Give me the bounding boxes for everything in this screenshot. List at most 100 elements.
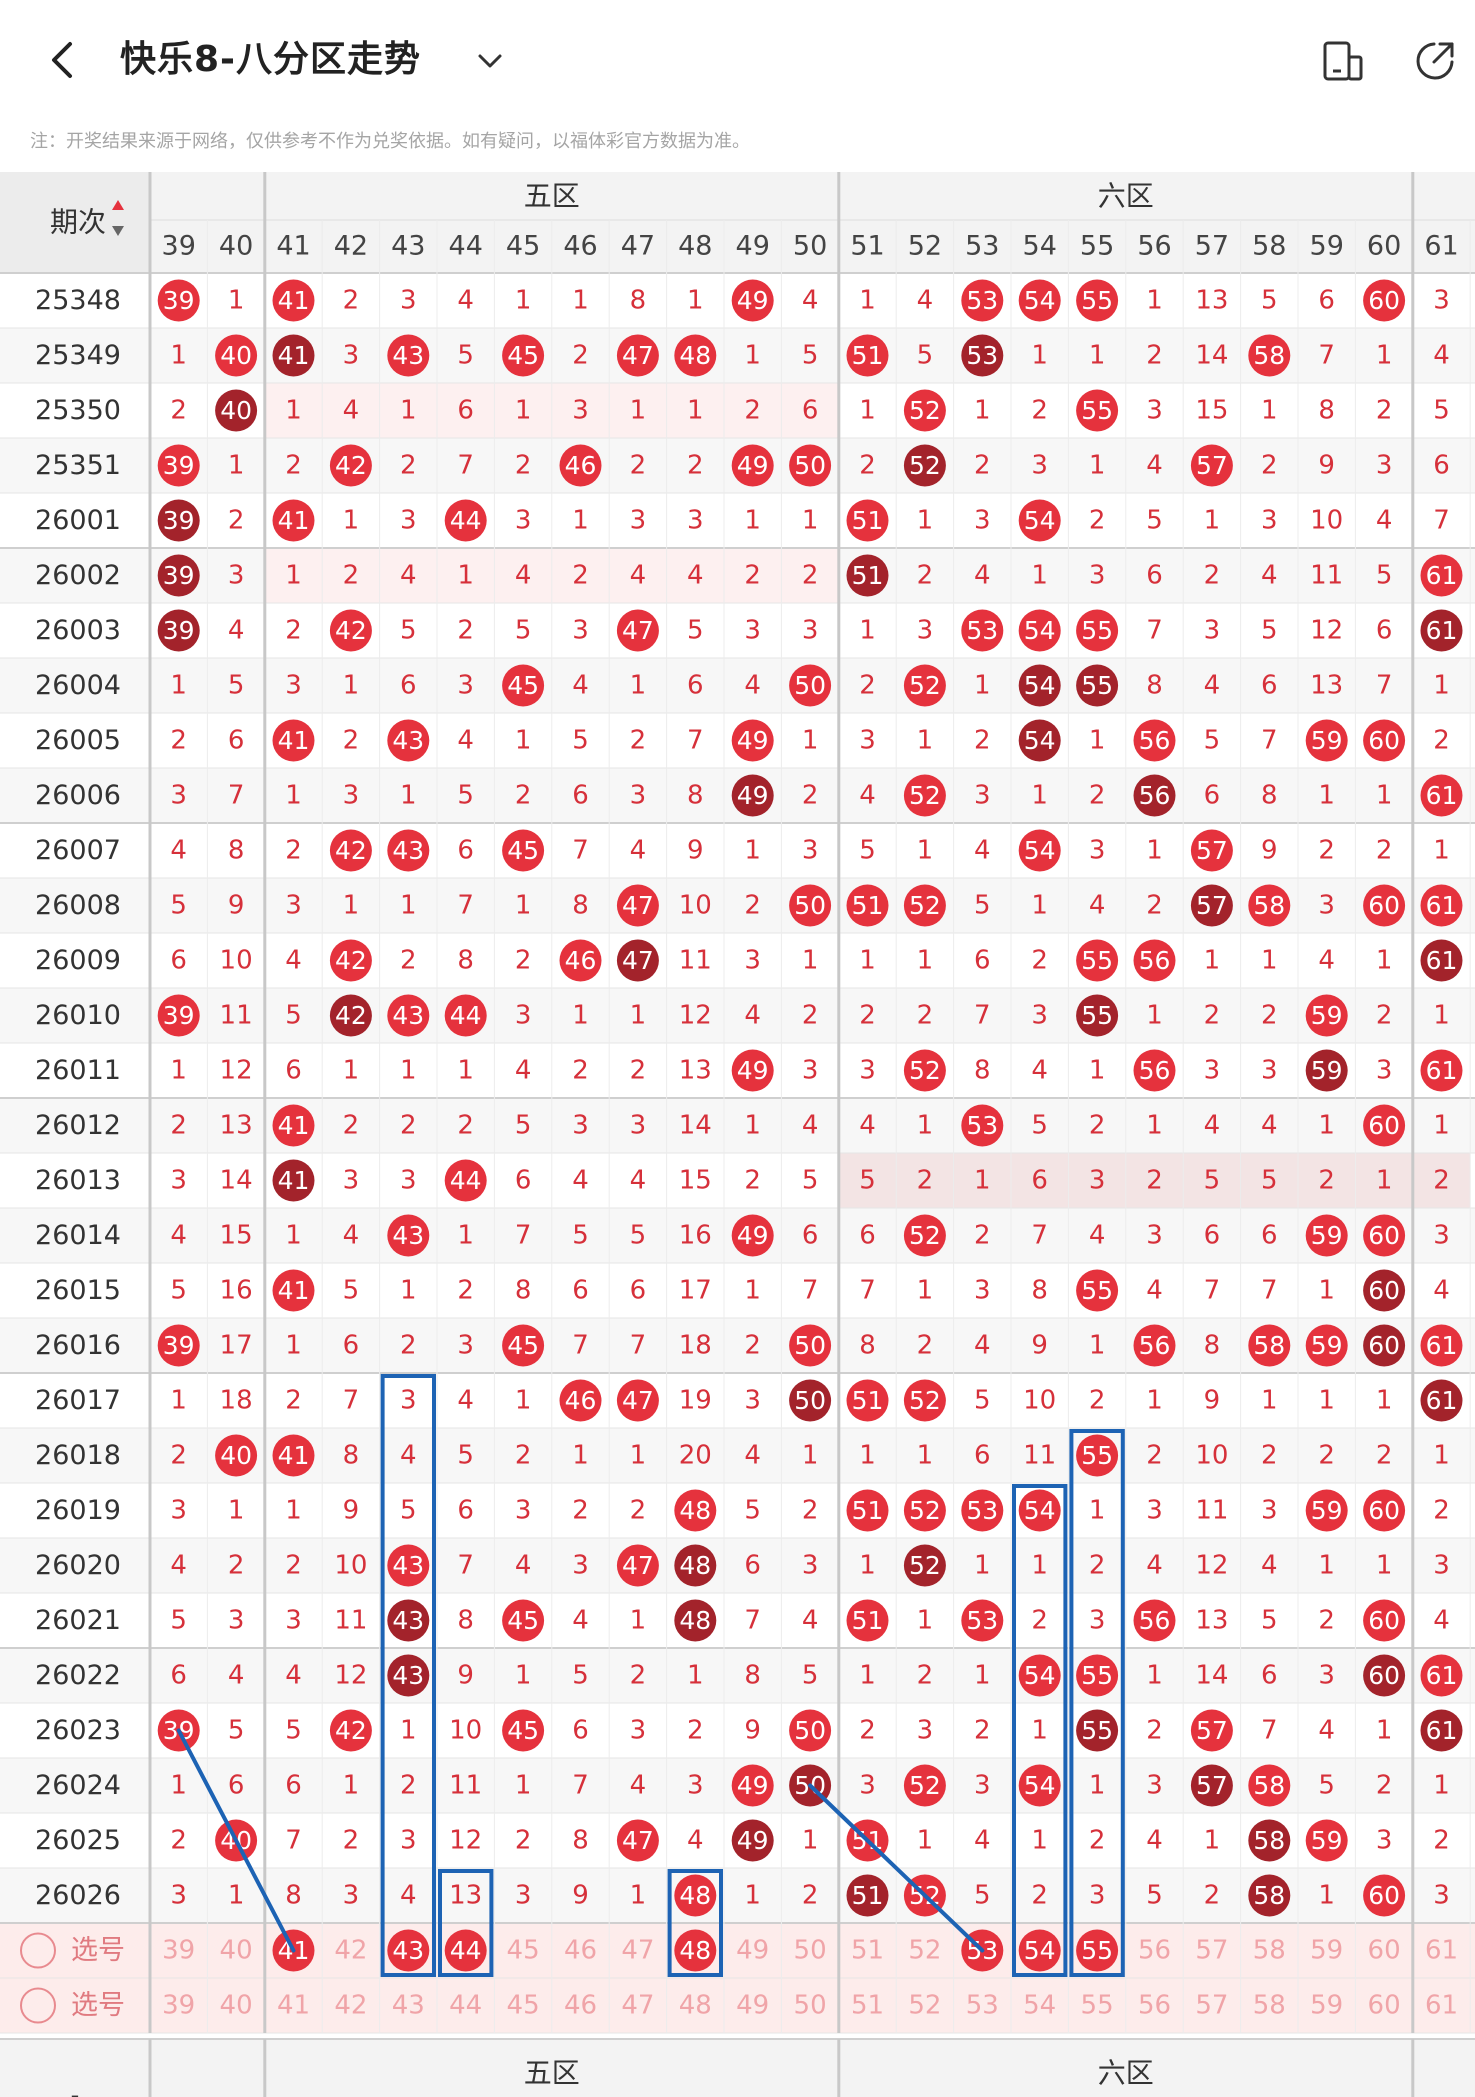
- miss-count: 7: [515, 1221, 532, 1251]
- share-button[interactable]: [1410, 34, 1462, 86]
- miss-count: 2: [1089, 1386, 1106, 1416]
- draw-ball: [1018, 499, 1061, 542]
- ball-number: 45: [507, 1331, 539, 1360]
- back-button[interactable]: [38, 28, 88, 92]
- miss-count: 9: [343, 1496, 360, 1526]
- miss-count: 4: [1261, 561, 1278, 591]
- selected-ball[interactable]: [444, 1929, 487, 1972]
- ball-number: 43: [392, 726, 424, 755]
- draw-ball: [903, 444, 946, 487]
- ball-number: 54: [1024, 726, 1056, 755]
- miss-count: 2: [917, 1331, 934, 1361]
- ball-number: 51: [852, 1606, 884, 1635]
- draw-ball: [329, 994, 372, 1037]
- ball-number: 40: [220, 1441, 252, 1470]
- miss-count: 3: [572, 1111, 589, 1141]
- miss-count: 10: [334, 1551, 367, 1581]
- miss-count: 1: [630, 396, 647, 426]
- miss-count: 1: [1318, 781, 1335, 811]
- ball-number: 51: [852, 1881, 884, 1910]
- draw-ball: [559, 444, 602, 487]
- header-background: [0, 172, 1475, 272]
- ball-number: 61: [1426, 1386, 1458, 1415]
- draw-ball: [731, 1764, 774, 1807]
- ball-number: 41: [278, 506, 310, 535]
- ball-number: 52: [909, 671, 941, 700]
- ball-number: 47: [622, 946, 654, 975]
- miss-count: 15: [679, 1166, 712, 1196]
- select-radio[interactable]: [20, 1987, 56, 2024]
- miss-count: 5: [802, 1166, 819, 1196]
- miss-count: 1: [457, 561, 474, 591]
- draw-ball: [215, 334, 258, 377]
- column-number: 61: [1424, 231, 1458, 262]
- miss-count: 2: [802, 1496, 819, 1526]
- miss-count: 18: [220, 1386, 253, 1416]
- miss-count: 2: [228, 506, 245, 536]
- draw-ball: [502, 829, 545, 872]
- ball-number: 57: [1196, 1716, 1228, 1745]
- draw-ball: [1076, 664, 1119, 707]
- device-button[interactable]: [1318, 36, 1368, 86]
- period-label: 26026: [35, 1880, 121, 1911]
- select-radio[interactable]: [20, 1932, 56, 1969]
- miss-count: 1: [859, 396, 876, 426]
- ball-number: 53: [966, 341, 998, 370]
- selected-ball[interactable]: [1076, 1929, 1119, 1972]
- miss-count: 3: [630, 781, 647, 811]
- miss-count: 1: [285, 1221, 302, 1251]
- miss-count: 2: [1031, 1606, 1048, 1636]
- miss-count: 2: [343, 1111, 360, 1141]
- miss-count: 6: [1433, 451, 1450, 481]
- column-number: 54: [1023, 231, 1057, 262]
- miss-count: 5: [1204, 726, 1221, 756]
- selected-ball[interactable]: [1018, 1929, 1061, 1972]
- draw-ball: [1363, 1324, 1406, 1367]
- miss-count: 3: [1261, 1496, 1278, 1526]
- miss-count: 2: [974, 1716, 991, 1746]
- draw-ball: [1248, 884, 1291, 927]
- column-number: 41: [276, 231, 310, 262]
- miss-count: 2: [630, 1496, 647, 1526]
- select-number: 57: [1195, 1991, 1228, 2021]
- ball-number: 43: [392, 341, 424, 370]
- selected-ball[interactable]: [674, 1929, 717, 1972]
- draw-ball: [789, 1709, 832, 1752]
- miss-count: 3: [1376, 451, 1393, 481]
- ball-number: 51: [852, 561, 884, 590]
- period-label: 26010: [35, 1000, 121, 1031]
- miss-count: 6: [974, 1441, 991, 1471]
- draw-ball: [1420, 1654, 1463, 1697]
- sort-arrows-icon[interactable]: [112, 226, 124, 236]
- miss-count: 3: [802, 616, 819, 646]
- miss-count: 5: [572, 726, 589, 756]
- miss-count: 7: [1261, 1716, 1278, 1746]
- draw-ball: [559, 1379, 602, 1422]
- select-number: 47: [621, 1936, 654, 1966]
- miss-count: 4: [687, 1826, 704, 1856]
- miss-count: 3: [1433, 1221, 1450, 1251]
- miss-count: 4: [974, 836, 991, 866]
- select-number: 60: [1368, 1936, 1401, 1966]
- column-number: 51: [850, 231, 884, 262]
- draw-ball: [1076, 1434, 1119, 1477]
- title-dropdown-button[interactable]: [470, 36, 510, 84]
- draw-ball: [1305, 719, 1348, 762]
- miss-count: 1: [1204, 506, 1221, 536]
- draw-ball: [903, 1379, 946, 1422]
- miss-count: 8: [457, 946, 474, 976]
- select-number: 42: [334, 1936, 367, 1966]
- ball-number: 60: [1368, 1331, 1400, 1360]
- draw-ball: [1133, 774, 1176, 817]
- miss-count: 6: [859, 1221, 876, 1251]
- sort-arrows-icon[interactable]: [112, 200, 124, 210]
- selected-ball[interactable]: [387, 1929, 430, 1972]
- miss-count: 3: [1376, 1056, 1393, 1086]
- ball-number: 44: [450, 1166, 482, 1195]
- column-number: 45: [506, 231, 540, 262]
- period-label: 26004: [35, 670, 121, 701]
- miss-count: 2: [1261, 451, 1278, 481]
- miss-count: 1: [1089, 726, 1106, 756]
- period-label: 26002: [35, 560, 121, 591]
- miss-count: 5: [228, 671, 245, 701]
